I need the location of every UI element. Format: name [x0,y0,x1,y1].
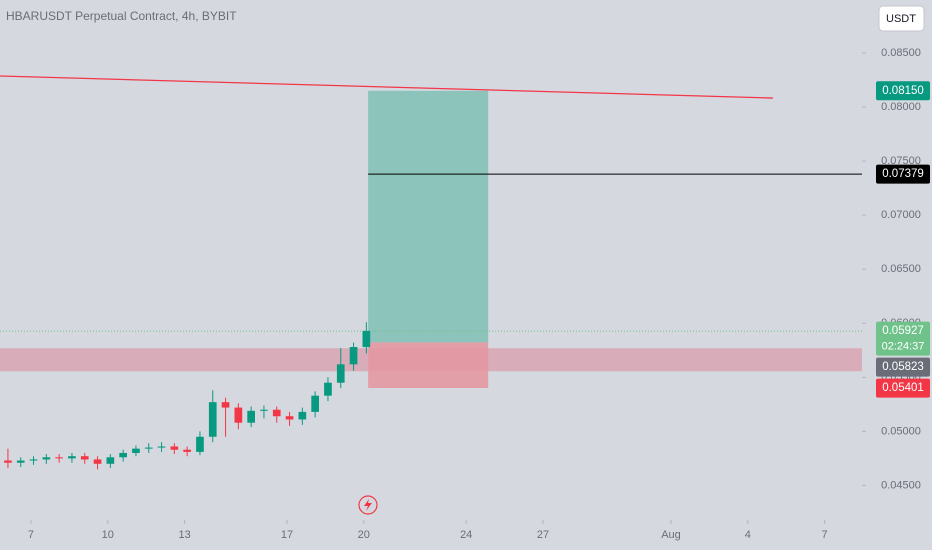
x-tick-label: 10 [102,529,114,541]
candle-body [260,409,268,411]
y-tick-label: 0.05000 [881,425,921,437]
candle-body [132,448,140,453]
x-tick-label: 27 [537,529,549,541]
y-tick-label: 0.07500 [881,155,921,167]
candle-body [119,452,127,458]
candle-body [170,446,179,450]
trend-line[interactable] [0,75,773,99]
price-label: 0.08150 [882,85,924,97]
x-tick-label: 24 [460,529,472,541]
candle-body [221,402,230,408]
x-tick-label: 4 [745,529,751,541]
candle-body [144,447,153,449]
candle-body [247,410,255,423]
x-tick-label: 7 [822,529,828,541]
currency-button-label[interactable]: USDT [886,13,916,25]
position-profit [368,90,489,343]
candle-body [196,436,204,452]
chart-title: HBARUSDT Perpetual Contract, 4h, BYBIT [6,9,237,23]
y-tick-label: 0.06500 [881,263,921,275]
candle-body [234,407,243,423]
price-label-bg [876,378,930,398]
price-label-bg [876,321,930,356]
candle-body [42,457,51,460]
price-label: 0.07379 [882,168,924,180]
candle-body [324,382,332,396]
position-loss [368,342,489,388]
y-tick-label: 0.07000 [881,209,921,221]
x-tick-label: Aug [661,529,681,541]
price-label: 0.05401 [882,382,924,394]
price-label-bg [876,164,930,184]
candle-body [208,402,217,437]
y-tick-label: 0.08000 [881,101,921,113]
candle-body [68,456,76,459]
candle-body [16,460,25,463]
candle-body [349,347,358,365]
candle-body [298,411,307,420]
candle-body [157,446,166,448]
price-label: 0.05927 [882,325,924,337]
x-tick-label: 7 [28,529,34,541]
price-label-bg [876,357,930,377]
candle-body [336,364,345,383]
candle-body [29,459,38,461]
candle-body [362,330,371,348]
candle-body [183,449,191,452]
candle-body [106,457,115,464]
price-label-bg [876,81,930,101]
currency-button[interactable] [878,5,925,32]
lightning-icon[interactable] [358,495,378,515]
x-tick-label: 13 [178,529,190,541]
candle-body [93,459,102,464]
candle-body [311,395,319,412]
candle-body [55,457,63,459]
x-tick-label: 20 [358,529,370,541]
price-countdown: 02:24:37 [882,341,925,353]
candle-body [272,409,281,417]
y-tick-label: 0.04500 [881,479,921,491]
candle-body [4,460,12,463]
price-label: 0.05823 [882,361,924,373]
candle-body [285,416,294,420]
x-tick-label: 17 [281,529,293,541]
candle-body [80,456,89,460]
y-tick-label: 0.08500 [881,47,921,59]
